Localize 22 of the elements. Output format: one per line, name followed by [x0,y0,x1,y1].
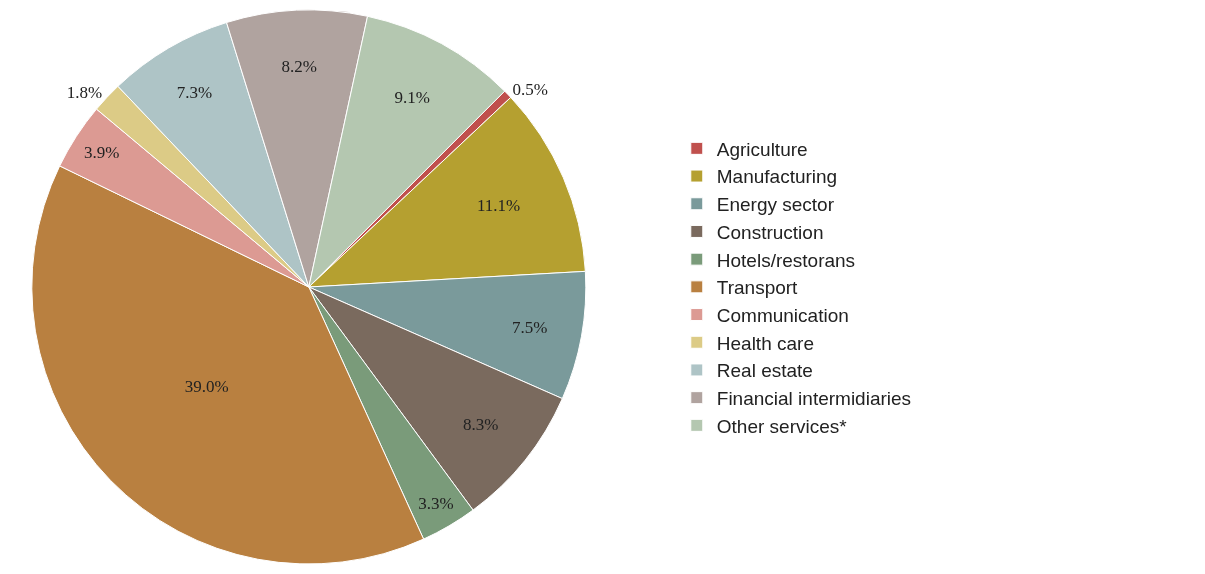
data-label: 3.9% [83,143,120,163]
legend-label: Communication [716,304,849,326]
data-label: 8.2% [281,56,317,76]
data-label: 8.3% [462,415,499,435]
legend-label: Construction [716,221,824,243]
legend-label: Energy sector [716,194,835,216]
data-label: 7.3% [176,82,213,102]
legend-label: Hotels/restorans [716,249,856,271]
legend-label: Transport [716,277,799,299]
legend-label: Financial intermidiaries [716,388,912,410]
legend-label: Health care [716,332,814,354]
data-label: 39.0% [184,377,229,397]
data-label: 1.8% [66,83,103,103]
data-label: 11.1% [476,196,521,216]
data-label: 3.3% [418,493,454,513]
legend-label: Real estate [716,360,813,382]
legend-label: Manufacturing [716,166,838,188]
data-label: 9.1% [394,87,431,107]
legend-label: Agriculture [716,138,808,160]
data-label: 0.5% [512,80,548,100]
data-label: 7.5% [512,317,548,337]
legend-label: Other services* [716,415,848,437]
